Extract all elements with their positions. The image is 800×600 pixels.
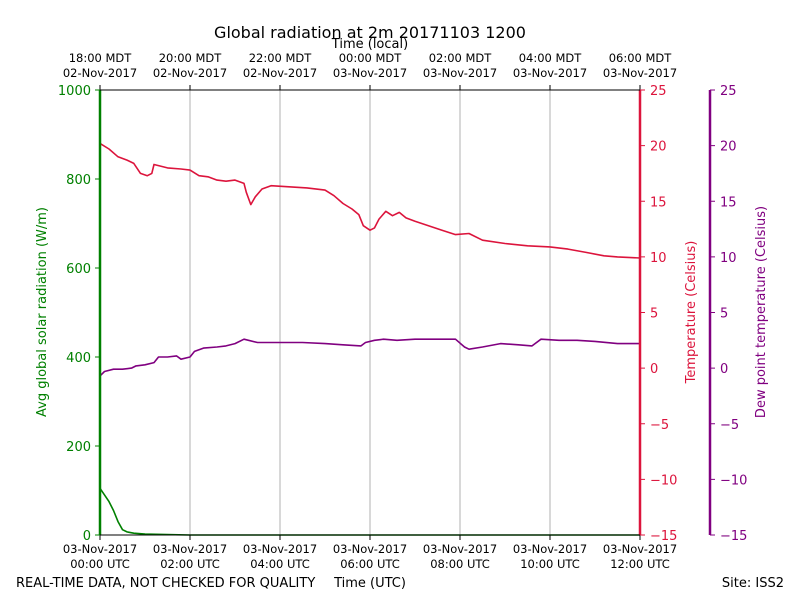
- dewpoint-tick-label: 10: [720, 251, 737, 266]
- temperature-tick-label: 25: [650, 84, 667, 99]
- x-tick-time: 00:00 UTC: [70, 557, 130, 571]
- top-tick-date: 02-Nov-2017: [63, 66, 137, 80]
- radiation-tick-label: 1000: [58, 84, 91, 99]
- x-tick-time: 04:00 UTC: [250, 557, 310, 571]
- top-axis-label: Time (local): [331, 37, 408, 52]
- radiation-tick-label: 200: [66, 440, 91, 455]
- x-tick-date: 03-Nov-2017: [243, 542, 317, 556]
- x-tick-date: 03-Nov-2017: [423, 542, 497, 556]
- x-tick-date: 03-Nov-2017: [333, 542, 407, 556]
- temperature-tick-label: 5: [650, 307, 658, 322]
- x-tick-time: 08:00 UTC: [430, 557, 490, 571]
- temperature-tick-label: 10: [650, 251, 667, 266]
- chart-title: Global radiation at 2m 20171103 1200: [214, 23, 526, 42]
- quality-notice: REAL-TIME DATA, NOT CHECKED FOR QUALITY: [16, 576, 315, 591]
- dewpoint-tick-label: 20: [720, 140, 737, 155]
- x-tick-date: 03-Nov-2017: [153, 542, 227, 556]
- site-label: Site: ISS2: [722, 576, 784, 591]
- top-tick-time: 06:00 MDT: [609, 51, 673, 65]
- dewpoint-tick-label: −15: [720, 529, 747, 544]
- grid-lines: [189, 90, 551, 535]
- top-tick-time: 18:00 MDT: [69, 51, 133, 65]
- top-tick-date: 03-Nov-2017: [513, 66, 587, 80]
- radiation-axis-label: Avg global solar radiation (W/m): [35, 207, 50, 417]
- dewpoint-tick-label: −10: [720, 473, 747, 488]
- x-axis-label: Time (UTC): [333, 576, 406, 591]
- top-tick-date: 03-Nov-2017: [423, 66, 497, 80]
- dewpoint-tick-label: 15: [720, 195, 737, 210]
- radiation-tick-label: 400: [66, 351, 91, 366]
- temperature-tick-label: 0: [650, 362, 658, 377]
- x-tick-time: 12:00 UTC: [610, 557, 670, 571]
- temperature-tick-label: −15: [650, 529, 677, 544]
- temperature-tick-label: −5: [650, 418, 669, 433]
- top-tick-date: 03-Nov-2017: [603, 66, 677, 80]
- temperature-tick-label: −10: [650, 473, 677, 488]
- top-tick-time: 22:00 MDT: [249, 51, 313, 65]
- temperature-tick-label: 15: [650, 195, 667, 210]
- temperature-axis-label: Temperature (Celsius): [684, 241, 699, 385]
- x-tick-time: 06:00 UTC: [340, 557, 400, 571]
- dewpoint-axis-label: Dew point temperature (Celsius): [754, 206, 769, 418]
- radiation-tick-label: 800: [66, 173, 91, 188]
- x-tick-time: 10:00 UTC: [520, 557, 580, 571]
- dewpoint-tick-label: −5: [720, 418, 739, 433]
- series-line-temperature: [99, 142, 641, 259]
- top-tick-time: 04:00 MDT: [519, 51, 583, 65]
- dewpoint-tick-label: 5: [720, 307, 728, 322]
- dewpoint-tick-label: 25: [720, 84, 737, 99]
- top-tick-date: 02-Nov-2017: [243, 66, 317, 80]
- x-tick-date: 03-Nov-2017: [603, 542, 677, 556]
- top-tick-date: 02-Nov-2017: [153, 66, 227, 80]
- top-tick-time: 00:00 MDT: [339, 51, 403, 65]
- series-line-dewpoint: [99, 338, 640, 377]
- x-tick-time: 02:00 UTC: [160, 557, 220, 571]
- radiation-tick-label: 600: [66, 262, 91, 277]
- top-tick-time: 02:00 MDT: [429, 51, 493, 65]
- dewpoint-tick-label: 0: [720, 362, 728, 377]
- x-tick-date: 03-Nov-2017: [513, 542, 587, 556]
- radiation-tick-label: 0: [83, 529, 91, 544]
- top-tick-time: 20:00 MDT: [159, 51, 223, 65]
- x-tick-date: 03-Nov-2017: [63, 542, 137, 556]
- top-tick-date: 03-Nov-2017: [333, 66, 407, 80]
- temperature-tick-label: 20: [650, 140, 667, 155]
